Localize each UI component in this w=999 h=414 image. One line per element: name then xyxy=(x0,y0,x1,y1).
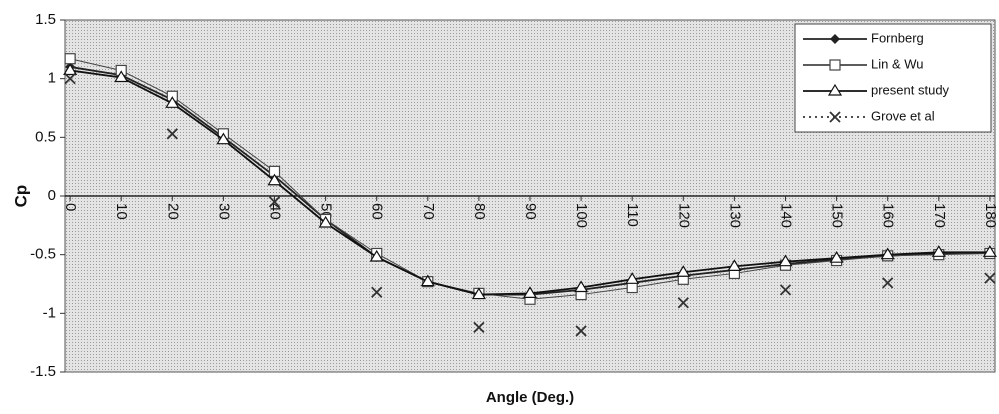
marker xyxy=(268,196,281,208)
x-tick-label: 0 xyxy=(62,203,79,211)
x-tick-label: 70 xyxy=(420,203,437,220)
y-tick-label: 0 xyxy=(48,187,56,204)
legend-box xyxy=(794,23,992,133)
marker xyxy=(931,245,946,257)
marker xyxy=(882,277,894,289)
x-tick-label: 90 xyxy=(522,203,539,220)
x-tick-label: 130 xyxy=(726,203,743,228)
marker xyxy=(318,215,333,228)
x-tick-label: 140 xyxy=(778,203,795,228)
x-tick-label: 100 xyxy=(573,203,590,228)
marker xyxy=(830,34,840,44)
marker xyxy=(166,128,178,140)
x-axis-label: Angle (Deg.) xyxy=(486,389,574,406)
legend-label: Lin & Wu xyxy=(871,56,924,71)
y-tick-label: 0.5 xyxy=(35,128,56,145)
marker xyxy=(676,265,691,277)
marker xyxy=(371,286,383,298)
marker xyxy=(522,286,538,298)
marker xyxy=(216,132,231,145)
marker xyxy=(369,249,384,262)
legend-label: Grove et al xyxy=(871,108,935,123)
y-axis-label: Cp xyxy=(11,185,30,208)
x-tick-label: 180 xyxy=(982,203,999,228)
marker xyxy=(420,274,435,287)
marker xyxy=(829,251,844,263)
y-tick-label: -1.5 xyxy=(30,363,56,380)
marker xyxy=(473,321,485,334)
marker xyxy=(727,259,742,271)
x-tick-label: 30 xyxy=(215,203,232,220)
marker xyxy=(471,287,486,300)
x-tick-label: 170 xyxy=(931,203,948,228)
y-tick-label: 1 xyxy=(48,70,56,87)
x-tick-label: 20 xyxy=(164,203,181,220)
x-tick-label: 60 xyxy=(369,203,386,220)
marker xyxy=(778,254,793,267)
x-tick-label: 110 xyxy=(624,203,641,227)
marker xyxy=(626,281,638,294)
marker xyxy=(114,70,129,83)
marker xyxy=(64,73,76,85)
marker xyxy=(880,247,895,260)
marker xyxy=(779,284,792,296)
x-tick-label: 40 xyxy=(267,203,284,220)
x-tick-label: 160 xyxy=(880,203,897,228)
marker xyxy=(574,280,589,293)
marker xyxy=(625,272,640,284)
marker xyxy=(677,297,689,309)
x-tick-label: 120 xyxy=(675,203,692,228)
marker xyxy=(829,111,841,123)
y-tick-label: -1 xyxy=(43,304,56,321)
y-tick-label: -0.5 xyxy=(30,246,56,263)
marker xyxy=(984,272,996,284)
marker xyxy=(64,53,76,65)
x-tick-label: 10 xyxy=(113,203,130,220)
x-tick-label: 150 xyxy=(829,203,846,228)
marker xyxy=(63,63,78,76)
legend-label: Fornberg xyxy=(871,30,924,45)
marker xyxy=(267,173,282,186)
x-tick-label: 80 xyxy=(471,203,488,220)
marker xyxy=(827,83,843,96)
marker xyxy=(982,245,997,257)
legend-label: present study xyxy=(871,82,950,97)
marker xyxy=(165,96,180,108)
legend: Fornberg Lin & Wu present study Grove et al xyxy=(794,23,992,133)
y-tick-label: 1.5 xyxy=(35,11,56,28)
marker xyxy=(575,325,587,337)
marker xyxy=(829,59,841,71)
